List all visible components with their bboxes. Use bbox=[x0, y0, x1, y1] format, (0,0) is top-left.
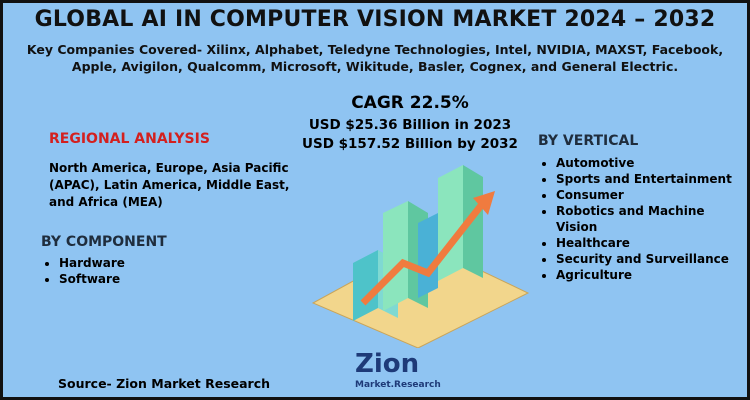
title: GLOBAL AI IN COMPUTER VISION MARKET 2024… bbox=[34, 7, 716, 32]
regional-heading: REGIONAL ANALYSIS bbox=[49, 131, 210, 147]
value-2032: USD $157.52 Billion by 2032 bbox=[302, 136, 518, 152]
list-item: Agriculture bbox=[556, 267, 747, 283]
bar-shape bbox=[353, 250, 378, 321]
list-item: Security and Surveillance bbox=[556, 251, 747, 267]
list-item: Healthcare bbox=[556, 235, 747, 251]
value-2023: USD $25.36 Billion in 2023 bbox=[308, 117, 512, 133]
logo-tagline: Market.Research bbox=[355, 380, 441, 390]
cagr: CAGR 22.5% bbox=[351, 93, 469, 113]
companies: Key Companies Covered- Xilinx, Alphabet,… bbox=[26, 42, 724, 74]
bar-shape bbox=[438, 165, 463, 281]
component-heading: BY COMPONENT bbox=[41, 234, 167, 250]
list-item: Robotics and Machine Vision bbox=[556, 203, 747, 235]
trend-arrow bbox=[360, 200, 486, 306]
arrow-head bbox=[473, 191, 495, 215]
bar-shape bbox=[383, 201, 408, 311]
logo-name: Zion bbox=[355, 349, 420, 379]
list-item: Sports and Entertainment bbox=[556, 171, 747, 187]
list-item: Hardware bbox=[59, 255, 125, 271]
list-item: Consumer bbox=[556, 187, 747, 203]
component-list: HardwareSoftware bbox=[41, 255, 125, 287]
bar-shape bbox=[418, 213, 438, 298]
vertical-heading: BY VERTICAL bbox=[538, 133, 639, 149]
list-item: Software bbox=[59, 271, 125, 287]
regional-text: North America, Europe, Asia Pacific (APA… bbox=[49, 161, 290, 209]
bar-shape bbox=[463, 165, 483, 278]
vertical-list: AutomotiveSports and EntertainmentConsum… bbox=[538, 155, 747, 283]
source: Source- Zion Market Research bbox=[58, 376, 271, 391]
list-item: Automotive bbox=[556, 155, 747, 171]
illustration bbox=[311, 165, 530, 348]
